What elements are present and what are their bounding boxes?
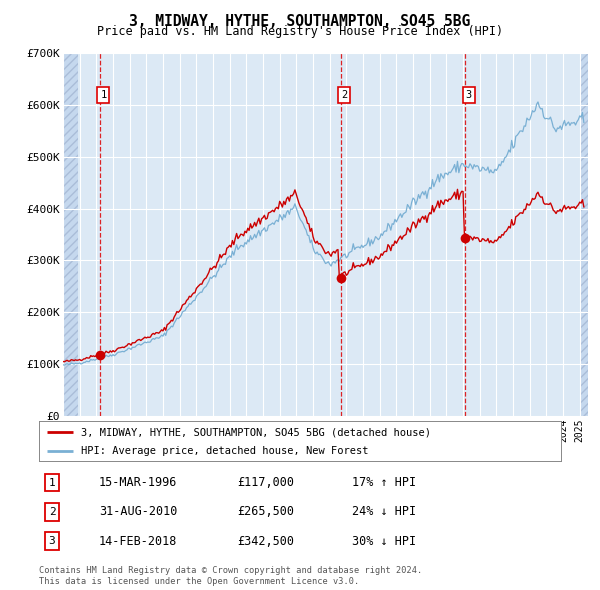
Text: 3, MIDWAY, HYTHE, SOUTHAMPTON, SO45 5BG (detached house): 3, MIDWAY, HYTHE, SOUTHAMPTON, SO45 5BG … [81, 427, 431, 437]
Bar [580, 53, 588, 416]
Text: HPI: Average price, detached house, New Forest: HPI: Average price, detached house, New … [81, 445, 368, 455]
Text: 3: 3 [49, 536, 55, 546]
Text: 2: 2 [49, 507, 55, 517]
Text: Price paid vs. HM Land Registry's House Price Index (HPI): Price paid vs. HM Land Registry's House … [97, 25, 503, 38]
Text: 14-FEB-2018: 14-FEB-2018 [99, 535, 178, 548]
Text: 2: 2 [341, 90, 347, 100]
Text: 1: 1 [100, 90, 106, 100]
Bar [63, 53, 78, 416]
Text: This data is licensed under the Open Government Licence v3.0.: This data is licensed under the Open Gov… [39, 577, 359, 586]
Text: £342,500: £342,500 [238, 535, 295, 548]
Text: Contains HM Land Registry data © Crown copyright and database right 2024.: Contains HM Land Registry data © Crown c… [39, 566, 422, 575]
Text: 24% ↓ HPI: 24% ↓ HPI [352, 505, 416, 519]
Text: £265,500: £265,500 [238, 505, 295, 519]
Text: 15-MAR-1996: 15-MAR-1996 [99, 476, 178, 489]
Text: 30% ↓ HPI: 30% ↓ HPI [352, 535, 416, 548]
Text: £117,000: £117,000 [238, 476, 295, 489]
Text: 3, MIDWAY, HYTHE, SOUTHAMPTON, SO45 5BG: 3, MIDWAY, HYTHE, SOUTHAMPTON, SO45 5BG [130, 14, 470, 29]
Text: 3: 3 [466, 90, 472, 100]
Text: 1: 1 [49, 477, 55, 487]
Text: 17% ↑ HPI: 17% ↑ HPI [352, 476, 416, 489]
Text: 31-AUG-2010: 31-AUG-2010 [99, 505, 178, 519]
